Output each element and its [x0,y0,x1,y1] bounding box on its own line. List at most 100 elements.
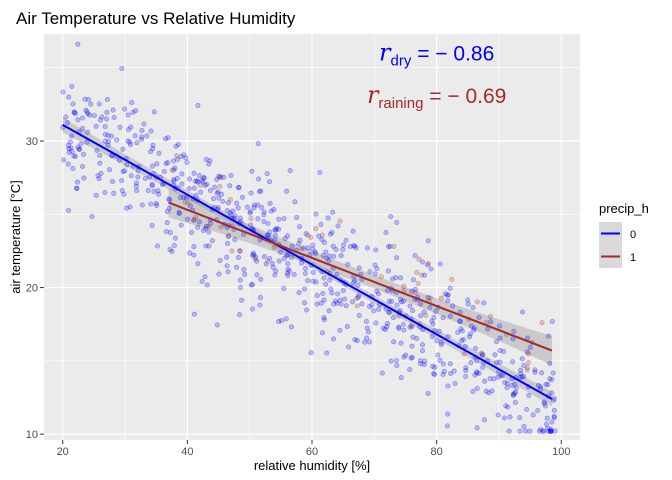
data-point [527,345,533,351]
data-point [165,135,171,141]
data-point [85,97,91,103]
data-point [127,142,134,148]
data-point [418,361,424,367]
data-point [203,243,209,249]
data-point [431,372,438,378]
data-point [499,372,505,378]
data-point [386,298,392,304]
data-point [545,333,552,339]
data-point [548,426,554,432]
data-point [535,407,541,414]
data-point [435,352,441,358]
data-point [547,376,553,382]
data-point [331,253,337,259]
data-point [463,365,469,371]
data-point [276,226,282,232]
data-point [324,255,330,261]
data-point [550,370,556,376]
data-point [177,195,184,201]
data-point [215,189,221,195]
data-point [412,286,418,292]
data-point [366,339,373,345]
data-point [504,385,510,391]
data-point [313,279,319,285]
data-point [342,296,348,302]
data-point [444,423,450,429]
data-point [139,134,145,140]
data-point [366,304,373,310]
data-point [248,222,254,228]
data-point [352,337,358,343]
data-point [191,170,197,176]
data-point [305,232,311,238]
data-point [248,216,254,222]
data-point [500,349,507,355]
data-point [264,171,270,177]
data-point [254,272,260,278]
data-point [445,383,451,389]
data-point [272,237,278,243]
data-point [270,264,276,270]
data-point [285,266,291,272]
data-point [105,142,111,148]
data-point [468,360,474,366]
data-point [476,314,482,320]
data-point [171,177,177,183]
data-point [238,285,244,291]
data-point [239,194,246,200]
data-point [310,269,316,275]
data-point [297,224,303,230]
data-point [384,287,391,294]
data-point [478,350,485,356]
data-point [471,327,477,333]
data-point [429,318,435,324]
data-point [326,308,332,314]
data-point [456,318,463,324]
data-point [85,129,91,135]
data-point [145,187,151,193]
data-point [178,153,184,159]
data-point [191,217,197,223]
data-point [383,230,389,236]
data-point [549,390,555,396]
data-point [99,114,105,120]
data-point [235,255,242,261]
data-point [224,254,230,260]
data-point [154,243,160,249]
data-point [196,173,202,179]
data-point [71,109,77,115]
data-point [159,181,166,187]
data-point [122,106,128,112]
data-point [540,428,546,434]
chart-title: Air Temperature vs Relative Humidity [16,9,296,28]
data-point [79,163,86,170]
data-point [218,174,224,180]
data-point [127,139,133,145]
data-point [258,276,264,282]
data-point [401,327,407,333]
data-point [539,370,545,376]
data-point [242,271,248,277]
data-point [237,215,243,221]
data-point [319,232,325,238]
data-point [425,262,431,268]
data-point [249,281,255,287]
data-point [164,209,170,215]
data-point [449,276,455,282]
data-point [398,299,405,305]
data-point [272,227,278,233]
data-point [250,250,256,256]
data-point [63,114,69,120]
data-point [447,313,453,319]
data-point [551,407,557,413]
data-point [373,247,379,253]
data-point [232,237,238,243]
data-point [201,174,207,181]
data-point [285,261,291,267]
data-point [125,138,131,144]
data-point [133,108,139,114]
data-point [133,180,140,186]
data-point [468,323,475,329]
data-point [510,359,516,365]
data-point [108,133,114,139]
